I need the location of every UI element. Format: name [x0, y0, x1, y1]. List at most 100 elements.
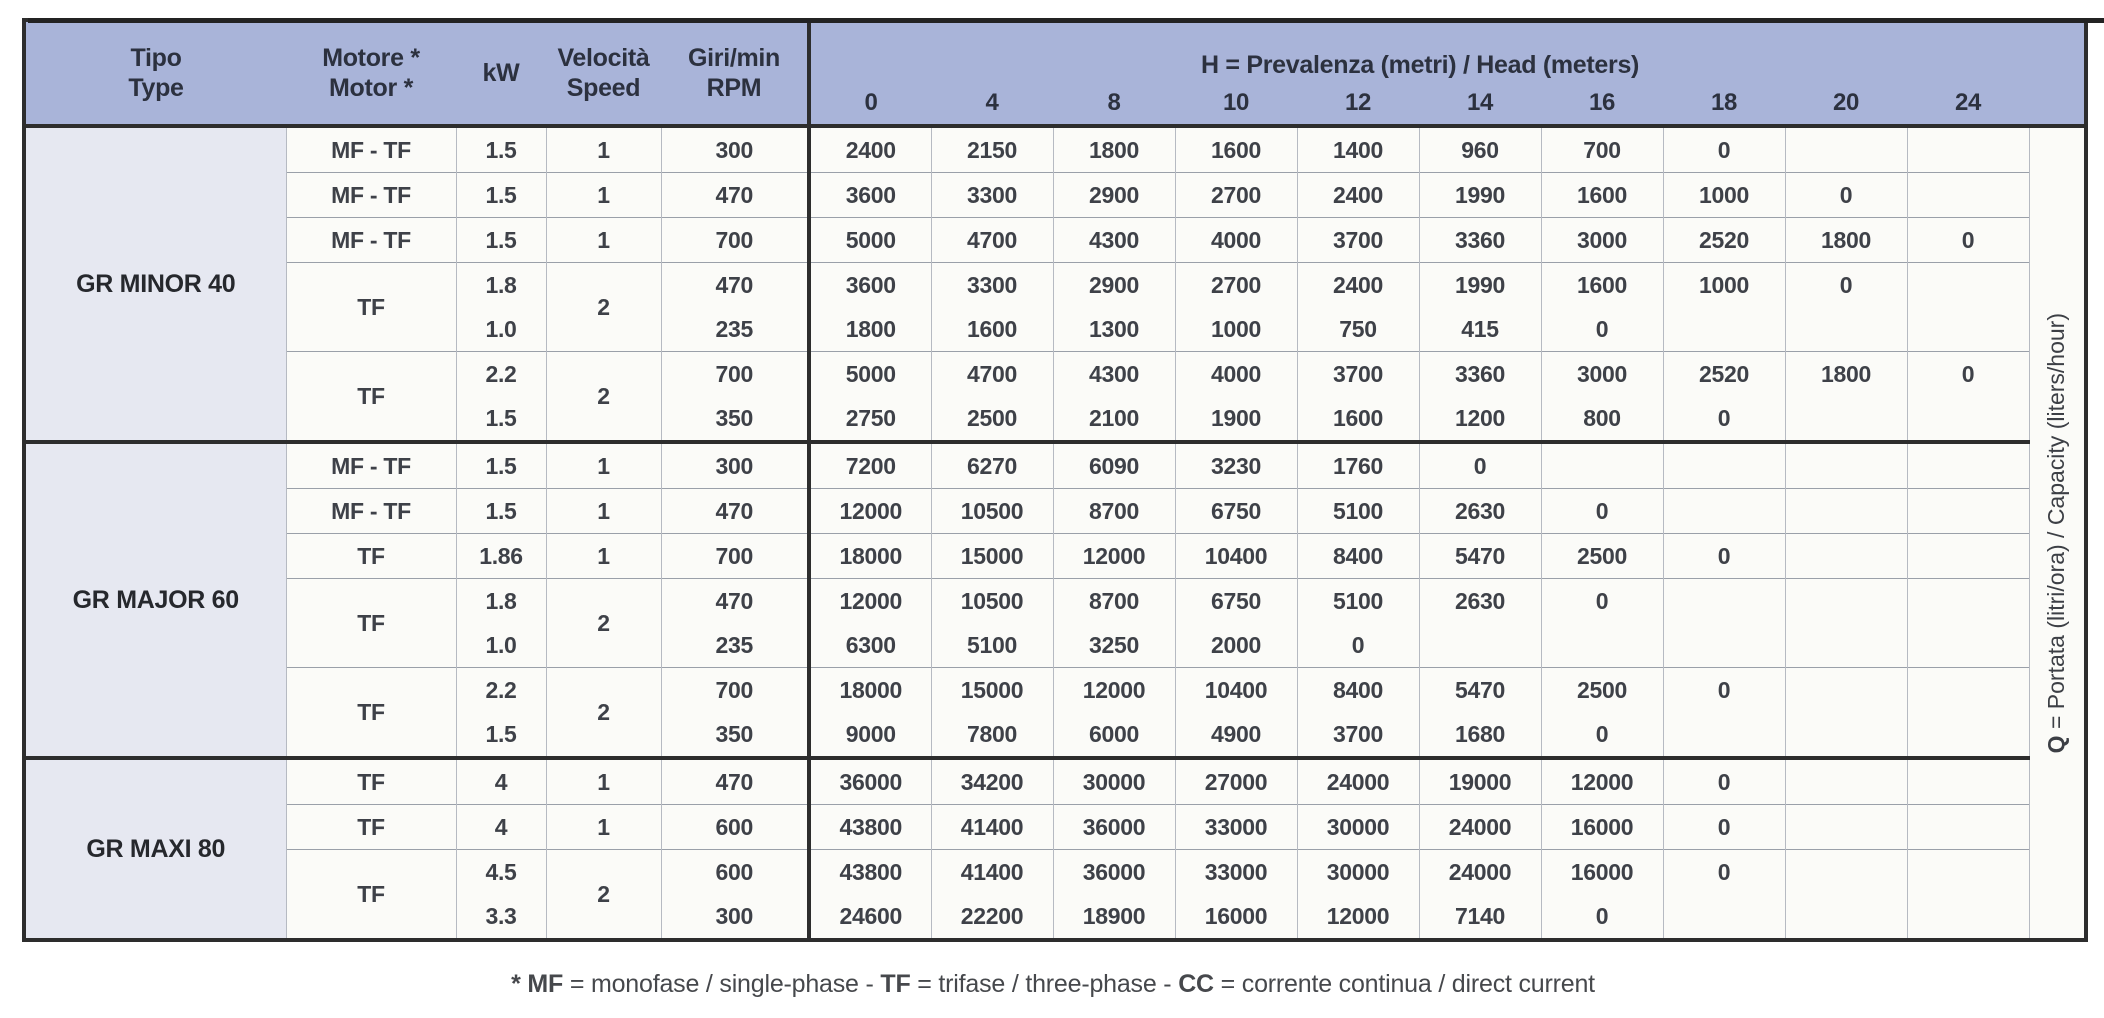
head-value-cell: 3000: [1540, 217, 1663, 263]
q-axis-label-cell: Q = Portata (litri/ora) / Capacity (lite…: [2028, 124, 2087, 940]
cell-line: [1908, 396, 2029, 440]
cell-line: 470: [715, 182, 754, 208]
cell-line: 15000: [960, 677, 1024, 703]
cell-line: 3250: [1089, 632, 1139, 658]
head-value-cell: 12000: [1052, 533, 1175, 579]
table-row: TF 2.2 1.5 2 700 350 18000 9000 15000 7800 12000 60…: [24, 667, 2086, 758]
cell-line: 1800: [1089, 137, 1139, 163]
head-value-cell: 16000 0: [1540, 849, 1663, 940]
head-value-cell: 1760: [1296, 440, 1419, 489]
kw-cell: 4: [455, 756, 546, 805]
cell-line: 235: [715, 632, 754, 658]
cell-line: 0: [1961, 361, 1975, 387]
text-segment: = Portata (litri/ora) / Capacity (liters…: [2043, 312, 2070, 736]
col-header-velocita-it: Velocità: [557, 44, 650, 72]
cell-line: 2900: [1089, 182, 1139, 208]
head-value-cell: 24000: [1296, 756, 1419, 805]
cell-line: 9000: [845, 721, 896, 747]
head-value-cell: 1800: [1052, 124, 1175, 173]
table-row: MF - TF 1.5 1 470 3600 3300 2900 2700 2400 1990 16…: [24, 172, 2086, 218]
cell-line: 6750: [1211, 498, 1261, 524]
cell-line: [1786, 307, 1907, 351]
cell-line: 3360: [1455, 361, 1505, 387]
table-row: MF - TF 1.5 1 470 12000 10500 8700 6750 5100 2630…: [24, 488, 2086, 534]
cell-line: [1786, 396, 1907, 440]
head-value-cell: 8400 3700: [1296, 667, 1419, 758]
head-value-24: 24: [1907, 82, 2030, 126]
group-name-cell: GR MINOR 40: [24, 124, 286, 442]
cell-line: [1786, 894, 1907, 938]
cell-line: 700: [1583, 137, 1621, 163]
cell-line: 43800: [839, 859, 903, 885]
cell-line: 8700: [1089, 588, 1139, 614]
cell-line: 1.5: [485, 498, 517, 524]
head-value-cell: 30000 12000: [1296, 849, 1419, 940]
cell-line: 30000: [1082, 769, 1146, 795]
cell-line: [1664, 489, 1785, 533]
cell-line: [1786, 128, 1907, 172]
head-value-cell: 8700: [1052, 488, 1175, 534]
text-segment: = corrente continua / direct current: [1213, 970, 1595, 998]
cell-line: 1760: [1333, 453, 1383, 479]
cell-line: 300: [715, 453, 754, 479]
cell-line: 4: [494, 769, 508, 795]
table-row: GR MAXI 80 TF 4 1 470 36000 34200 30000 27000 240…: [24, 756, 2086, 940]
text-segment: TF: [880, 970, 911, 998]
cell-line: 36000: [839, 769, 903, 795]
cell-line: [1908, 805, 2029, 849]
head-value-cell: 2630: [1418, 488, 1541, 534]
cell-line: 1.5: [485, 721, 517, 747]
head-value-0: 0: [807, 82, 931, 126]
head-value-20: 20: [1785, 82, 1907, 126]
head-value-cell: 30000: [1052, 756, 1175, 805]
cell-line: 36000: [1082, 814, 1146, 840]
cell-line: 4.5: [485, 859, 517, 885]
head-value-cell: [1906, 756, 2030, 805]
cell-line: 1000: [1699, 182, 1749, 208]
motor-cell: TF: [285, 804, 456, 850]
head-value-cell: 10500: [930, 488, 1053, 534]
head-value-cell: 3600 1800: [807, 262, 931, 352]
motor-cell: TF: [285, 849, 456, 940]
cell-line: 2000: [1211, 632, 1261, 658]
cell-line: 5100: [967, 632, 1017, 658]
head-value-cell: 5100: [1296, 488, 1419, 534]
table-row: TF 4 1 600 43800 41400 36000 33000 30000 24000 160…: [24, 804, 2086, 850]
cell-line: 4700: [967, 227, 1017, 253]
head-value-cell: 41400 22200: [930, 849, 1053, 940]
cell-line: 700: [715, 227, 754, 253]
cell-line: 0: [1717, 769, 1731, 795]
head-value-cell: 5000: [807, 217, 931, 263]
head-value-cell: 5470 1680: [1418, 667, 1541, 758]
head-value-cell: [1906, 667, 2030, 758]
cell-line: 470: [715, 588, 754, 614]
cell-line: 1.0: [485, 632, 517, 658]
cell-line: 5000: [845, 227, 896, 253]
cell-line: 4: [494, 814, 508, 840]
head-value-cell: 2900: [1052, 172, 1175, 218]
head-value-cell: [1784, 804, 1907, 850]
head-value-cell: 4000: [1174, 217, 1297, 263]
speed-cell: 1: [545, 533, 661, 579]
motor-cell: TF: [285, 756, 456, 805]
cell-line: 1.0: [485, 316, 517, 342]
cell-line: 2150: [967, 137, 1017, 163]
col-header-kw: kW: [456, 20, 546, 126]
cell-line: 15000: [960, 543, 1024, 569]
cell-line: 700: [715, 361, 754, 387]
col-header-tipo-en: Type: [128, 74, 184, 102]
col-header-motore: Motore * Motor *: [286, 20, 456, 126]
rpm-cell: 300: [660, 440, 809, 489]
head-value-cell: 33000: [1174, 804, 1297, 850]
cell-line: 5100: [1333, 498, 1383, 524]
head-value-cell: 3230: [1174, 440, 1297, 489]
head-value-cell: [1906, 172, 2030, 218]
speed-cell: 2: [545, 578, 661, 668]
cell-line: 24000: [1326, 769, 1390, 795]
cell-line: 12000: [839, 588, 903, 614]
kw-cell: 4: [455, 804, 546, 850]
head-value-cell: 4700: [930, 217, 1053, 263]
cell-line: 4900: [1211, 721, 1261, 747]
cell-line: [1786, 444, 1907, 488]
cell-line: 3360: [1455, 227, 1505, 253]
